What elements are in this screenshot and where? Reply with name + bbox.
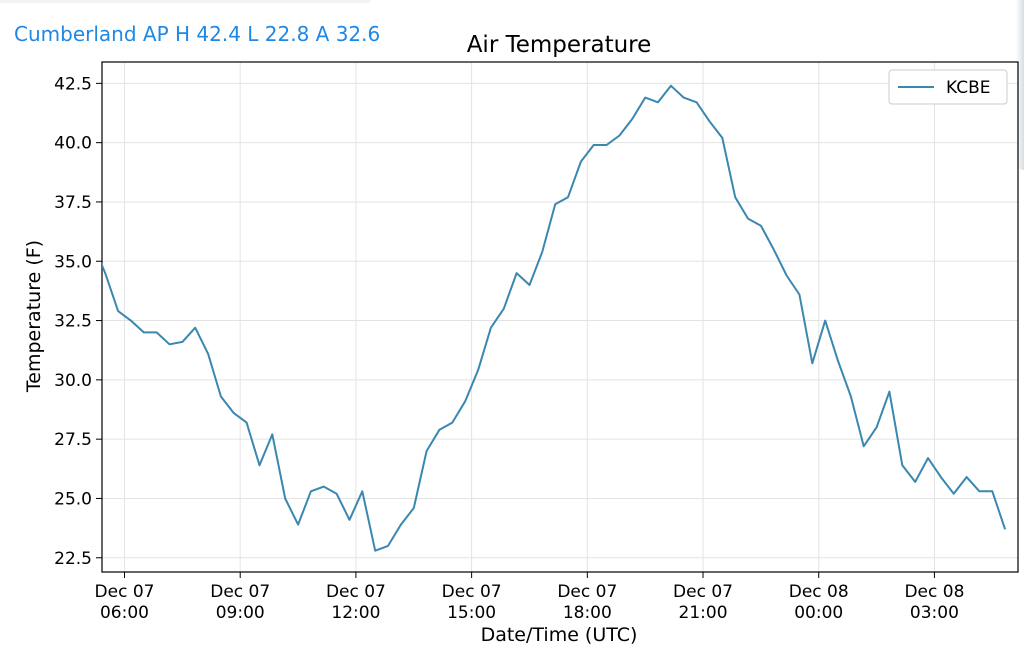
x-tick-label-date: Dec 07	[673, 582, 733, 602]
legend-box	[888, 69, 1008, 105]
y-tick-label: 25.0	[54, 489, 92, 509]
y-tick-label: 32.5	[54, 312, 92, 332]
x-tick-label-date: Dec 08	[789, 582, 849, 602]
legend: KCBE	[888, 69, 1008, 105]
x-tick-label-time: 00:00	[794, 603, 843, 623]
y-tick-label: 27.5	[54, 430, 92, 450]
series-layer	[102, 84, 1007, 552]
y-axis-ticks: 22.5 25.0 27.5 30.0 32.5 35.0 37.5 40.0 42.5	[54, 74, 102, 569]
x-tick-label-time: 15:00	[447, 603, 496, 623]
y-tick-label: 40.0	[54, 134, 92, 154]
x-axis-label: Date/Time (UTC)	[481, 624, 638, 646]
x-tick-label-date: Dec 07	[442, 582, 502, 602]
y-axis-label: Temperature (F)	[23, 240, 45, 393]
y-tick-label: 42.5	[54, 74, 92, 94]
station-summary: Cumberland AP H 42.4 L 22.8 A 32.6	[14, 22, 381, 46]
y-tick-label: 35.0	[54, 252, 92, 272]
x-tick-label-date: Dec 07	[557, 582, 617, 602]
y-tick-label: 22.5	[54, 549, 92, 569]
x-tick-label-date: Dec 07	[95, 582, 155, 602]
series-line-kcbe	[102, 84, 1007, 552]
top-divider	[0, 0, 370, 3]
x-tick-label-time: 06:00	[100, 603, 149, 623]
x-tick-label-date: Dec 07	[210, 582, 270, 602]
x-tick-label-time: 03:00	[910, 603, 959, 623]
chart-title: Air Temperature	[467, 32, 652, 58]
x-tick-label-time: 12:00	[331, 603, 380, 623]
y-tick-label: 30.0	[54, 371, 92, 391]
grid-lines	[102, 62, 1018, 572]
x-tick-label-time: 21:00	[679, 603, 728, 623]
side-scroll-edge	[1016, 0, 1024, 170]
x-tick-label-date: Dec 07	[326, 582, 386, 602]
plot-frame	[101, 61, 1019, 573]
x-tick-label-time: 09:00	[216, 603, 265, 623]
legend-entry-kcbe: KCBE	[946, 78, 991, 98]
x-tick-label-time: 18:00	[563, 603, 612, 623]
x-tick-label-date: Dec 08	[904, 582, 964, 602]
y-tick-label: 37.5	[54, 193, 92, 213]
